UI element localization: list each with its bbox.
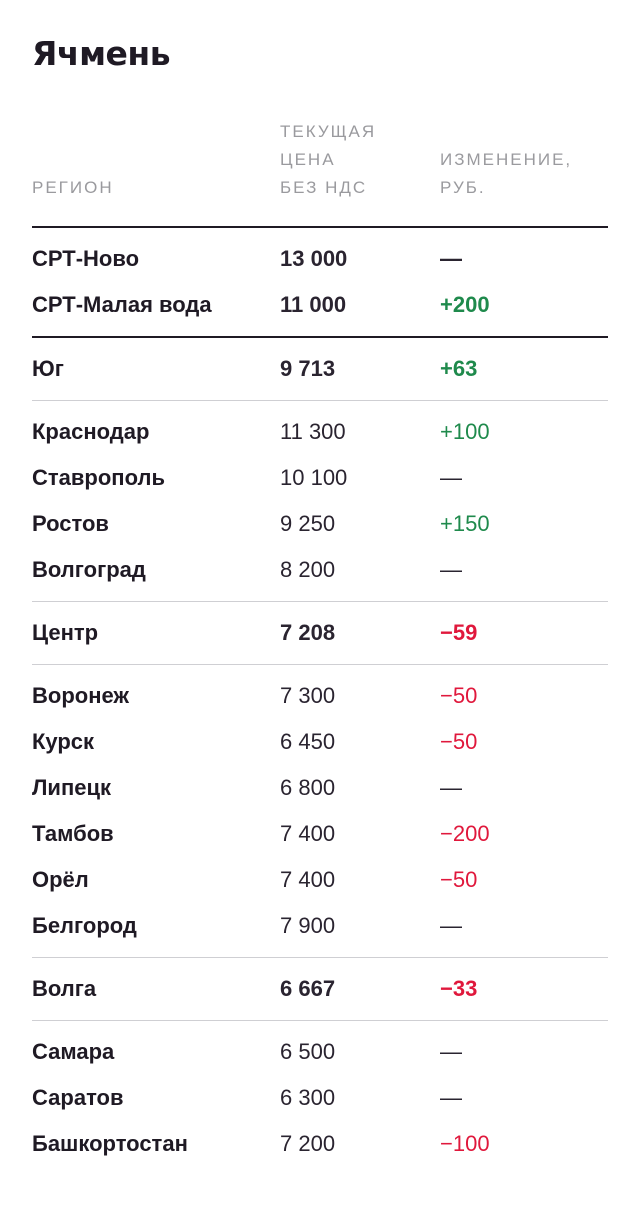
table-row: Центр 7 208 −59 <box>32 610 608 656</box>
change-cell: +63 <box>440 356 478 381</box>
region-cell: Курск <box>32 729 95 754</box>
price-cell: 6 800 <box>280 775 336 800</box>
region-cell: Краснодар <box>32 419 150 444</box>
price-cell: 6 300 <box>280 1085 336 1110</box>
group-yug-regions: Краснодар 11 300 +100 Ставрополь 10 100 … <box>32 401 608 602</box>
table-row: Волгоград 8 200 — <box>32 547 608 593</box>
table-row: Самара 6 500 — <box>32 1029 608 1075</box>
region-cell: Волгоград <box>32 557 146 582</box>
region-cell: Орёл <box>32 867 89 892</box>
table-row: Волга 6 667 −33 <box>32 966 608 1012</box>
table-row: СРТ-Ново 13 000 — <box>32 236 608 282</box>
change-cell: +100 <box>440 419 490 444</box>
group-volga-regions: Самара 6 500 — Саратов 6 300 — Башкортос… <box>32 1021 608 1175</box>
change-cell: — <box>440 775 462 800</box>
price-cell: 11 300 <box>280 419 346 444</box>
price-cell: 11 000 <box>280 292 347 317</box>
change-cell: — <box>440 1085 462 1110</box>
price-cell: 9 713 <box>280 356 336 381</box>
region-cell: Юг <box>32 356 64 381</box>
region-cell: Ставрополь <box>32 465 165 490</box>
group-summary-centr: Центр 7 208 −59 <box>32 602 608 665</box>
price-cell: 6 667 <box>280 976 336 1001</box>
table-header: РЕГИОН ТЕКУЩАЯ ЦЕНА БЕЗ НДС ИЗМЕНЕНИЕ, Р… <box>32 120 608 226</box>
change-cell: −50 <box>440 683 478 708</box>
group-summary-volga: Волга 6 667 −33 <box>32 958 608 1021</box>
change-cell: +200 <box>440 292 490 317</box>
change-cell: −100 <box>440 1131 490 1156</box>
column-header-price-line: БЕЗ НДС <box>280 178 368 197</box>
change-cell: −33 <box>440 976 478 1001</box>
column-header-change-line: ИЗМЕНЕНИЕ, <box>440 150 573 169</box>
change-cell: −200 <box>440 821 490 846</box>
column-header-region: РЕГИОН <box>32 174 114 202</box>
column-header-price: ТЕКУЩАЯ ЦЕНА БЕЗ НДС <box>280 118 376 202</box>
table-row: Курск 6 450 −50 <box>32 719 608 765</box>
price-cell: 7 300 <box>280 683 336 708</box>
column-header-change: ИЗМЕНЕНИЕ, РУБ. <box>440 146 572 202</box>
change-cell: — <box>440 913 462 938</box>
header-divider <box>32 226 608 228</box>
price-cell: 10 100 <box>280 465 348 490</box>
region-cell: Центр <box>32 620 99 645</box>
table-row: Тамбов 7 400 −200 <box>32 811 608 857</box>
table-row: Ростов 9 250 +150 <box>32 501 608 547</box>
table-row: Орёл 7 400 −50 <box>32 857 608 903</box>
price-table: СРТ-Ново 13 000 — СРТ-Малая вода 11 000 … <box>32 228 608 1175</box>
table-row: Башкортостан 7 200 −100 <box>32 1121 608 1167</box>
change-cell: +150 <box>440 511 490 536</box>
price-cell: 7 900 <box>280 913 336 938</box>
column-header-price-line: ТЕКУЩАЯ <box>280 122 377 141</box>
change-cell: −50 <box>440 867 478 892</box>
page-title: Ячмень <box>32 34 171 73</box>
price-cell: 7 208 <box>280 620 336 645</box>
group-centr-regions: Воронеж 7 300 −50 Курск 6 450 −50 Липецк… <box>32 665 608 958</box>
region-cell: Тамбов <box>32 821 114 846</box>
column-header-change-line: РУБ. <box>440 178 486 197</box>
price-cell: 6 500 <box>280 1039 336 1064</box>
price-cell: 13 000 <box>280 246 348 271</box>
change-cell: −50 <box>440 729 478 754</box>
table-row: Юг 9 713 +63 <box>32 346 608 392</box>
change-cell: — <box>440 557 462 582</box>
price-cell: 7 200 <box>280 1131 336 1156</box>
price-cell: 7 400 <box>280 867 336 892</box>
change-cell: −59 <box>440 620 478 645</box>
price-cell: 9 250 <box>280 511 336 536</box>
region-cell: Башкортостан <box>32 1131 188 1156</box>
table-row: СРТ-Малая вода 11 000 +200 <box>32 282 608 328</box>
table-row: Саратов 6 300 — <box>32 1075 608 1121</box>
region-cell: Волга <box>32 976 97 1001</box>
table-row: Белгород 7 900 — <box>32 903 608 949</box>
region-cell: Саратов <box>32 1085 124 1110</box>
column-header-region-label: РЕГИОН <box>32 178 114 197</box>
group-summary-yug: Юг 9 713 +63 <box>32 338 608 401</box>
group-srt: СРТ-Ново 13 000 — СРТ-Малая вода 11 000 … <box>32 228 608 338</box>
region-cell: СРТ-Малая вода <box>32 292 212 317</box>
price-cell: 7 400 <box>280 821 336 846</box>
region-cell: Белгород <box>32 913 137 938</box>
change-cell: — <box>440 465 462 490</box>
table-row: Ставрополь 10 100 — <box>32 455 608 501</box>
change-cell: — <box>440 246 462 271</box>
region-cell: СРТ-Ново <box>32 246 140 271</box>
table-row: Липецк 6 800 — <box>32 765 608 811</box>
region-cell: Липецк <box>32 775 112 800</box>
region-cell: Ростов <box>32 511 109 536</box>
region-cell: Воронеж <box>32 683 130 708</box>
change-cell: — <box>440 1039 462 1064</box>
table-row: Воронеж 7 300 −50 <box>32 673 608 719</box>
column-header-price-line: ЦЕНА <box>280 150 336 169</box>
table-row: Краснодар 11 300 +100 <box>32 409 608 455</box>
price-cell: 6 450 <box>280 729 336 754</box>
region-cell: Самара <box>32 1039 115 1064</box>
price-cell: 8 200 <box>280 557 336 582</box>
